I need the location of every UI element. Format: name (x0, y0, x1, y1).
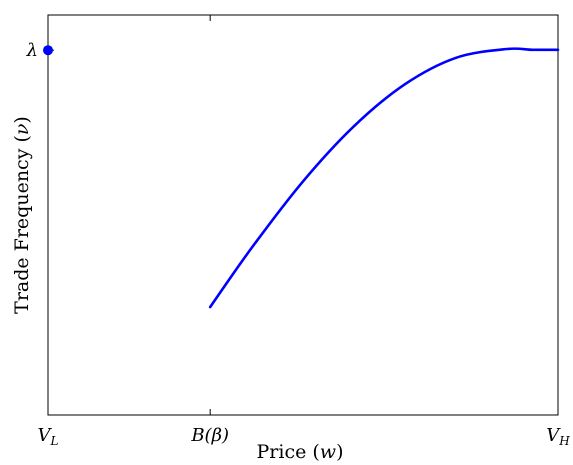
x-axis-label: Price (w) (257, 441, 344, 463)
y-axis-label: Trade Frequency (ν) (11, 116, 33, 314)
y-tick-label: λ (26, 40, 38, 61)
data-point (43, 45, 53, 56)
ticks (47, 15, 559, 415)
series-line (208, 47, 560, 309)
x-tick-label: VH (546, 425, 570, 448)
plot-frame (47, 14, 559, 416)
series-layer (43, 45, 560, 309)
x-tick-label: B(β) (190, 425, 229, 446)
tick-labels: VL B(β) VH λ (26, 40, 571, 448)
x-tick-label: VL (38, 425, 59, 448)
